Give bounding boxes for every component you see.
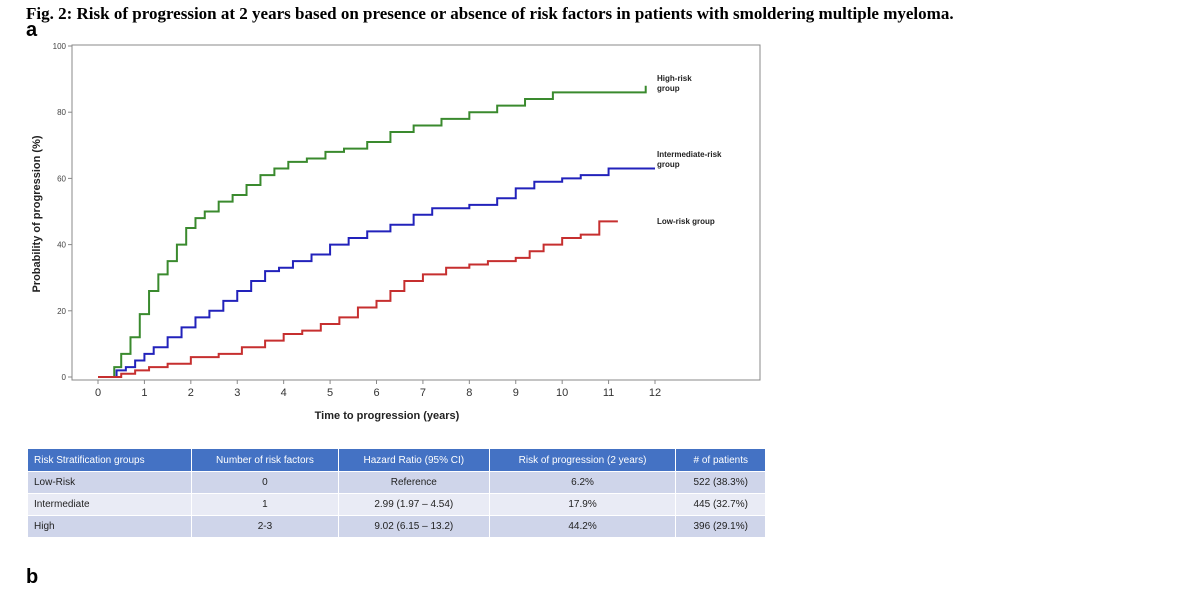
panel-label-b: b: [26, 566, 39, 588]
table-cell: Intermediate: [28, 493, 192, 515]
table-cell: 1: [191, 493, 339, 515]
table-cell: High: [28, 515, 192, 537]
x-tick-label: 7: [420, 387, 426, 399]
y-tick-label: 100: [53, 42, 67, 51]
table-header-cell: Number of risk factors: [191, 449, 339, 471]
series-label-high-line2: group: [657, 84, 680, 93]
table-header-cell: Risk Stratification groups: [28, 449, 192, 471]
x-tick-label: 0: [95, 387, 101, 399]
series-label-intermediate: Intermediate-risk group: [657, 150, 724, 169]
x-tick-label: 5: [327, 387, 333, 399]
series-lines: [98, 85, 655, 378]
table-cell: 0: [191, 471, 339, 493]
table-cell: 17.9%: [489, 493, 677, 515]
x-tick-label: 12: [649, 387, 661, 399]
table-cell: 2.99 (1.97 – 4.54): [338, 493, 490, 515]
x-axis: 0 1 2 3 4 5 6 7 8 9 10 11 12: [95, 380, 661, 399]
table-cell: 6.2%: [489, 471, 677, 493]
table-cell: 445 (32.7%): [676, 493, 766, 515]
plot-frame: [71, 44, 761, 381]
x-tick-label: 11: [603, 387, 614, 399]
y-tick-label: 60: [57, 174, 66, 183]
table-cell: 9.02 (6.15 – 13.2): [338, 515, 490, 537]
y-tick-label: 0: [62, 373, 67, 382]
x-axis-title: Time to progression (years): [315, 410, 460, 422]
table-header-row: Risk Stratification groups Number of ris…: [28, 449, 766, 471]
x-tick-label: 8: [466, 387, 472, 399]
table-cell: 522 (38.3%): [676, 471, 766, 493]
table-header-cell: # of patients: [676, 449, 766, 471]
series-line-low: [98, 220, 618, 378]
x-tick-label: 2: [188, 387, 194, 399]
x-tick-label: 1: [141, 387, 147, 399]
x-tick-label: 9: [513, 387, 519, 399]
panel-label-a: a: [26, 19, 38, 41]
table-cell: Low-Risk: [28, 471, 192, 493]
risk-stratification-table: Risk Stratification groups Number of ris…: [28, 449, 766, 537]
table-cell: 396 (29.1%): [676, 515, 766, 537]
series-label-high: High-risk group: [657, 74, 694, 93]
y-tick-label: 80: [57, 108, 66, 117]
y-axis: 0 20 40 60 80 100: [53, 42, 72, 382]
series-label-high-line1: High-risk: [657, 74, 692, 83]
table-row: Intermediate 1 2.99 (1.97 – 4.54) 17.9% …: [28, 493, 766, 515]
table-header-cell: Risk of progression (2 years): [489, 449, 677, 471]
table-row: High 2-3 9.02 (6.15 – 13.2) 44.2% 396 (2…: [28, 515, 766, 537]
x-tick-label: 10: [556, 387, 568, 399]
figure-title: Fig. 2: Risk of progression at 2 years b…: [26, 4, 954, 23]
x-tick-label: 6: [373, 387, 379, 399]
series-line-intermediate: [98, 167, 655, 378]
series-label-low-line1: Low-risk group: [657, 217, 715, 226]
table-cell: 2-3: [191, 515, 339, 537]
table-cell: Reference: [338, 471, 490, 493]
series-label-low: Low-risk group: [657, 217, 715, 226]
y-tick-label: 20: [57, 307, 66, 316]
table-header-cell: Hazard Ratio (95% CI): [338, 449, 490, 471]
x-tick-label: 3: [234, 387, 240, 399]
series-line-high: [98, 85, 647, 378]
table-cell: 44.2%: [489, 515, 677, 537]
series-label-intermediate-line1: Intermediate-risk: [657, 150, 722, 159]
y-tick-label: 40: [57, 241, 66, 250]
series-label-intermediate-line2: group: [657, 160, 680, 169]
table-row: Low-Risk 0 Reference 6.2% 522 (38.3%): [28, 471, 766, 493]
y-axis-title: Probability of progression (%): [31, 135, 43, 292]
x-tick-label: 4: [281, 387, 287, 399]
